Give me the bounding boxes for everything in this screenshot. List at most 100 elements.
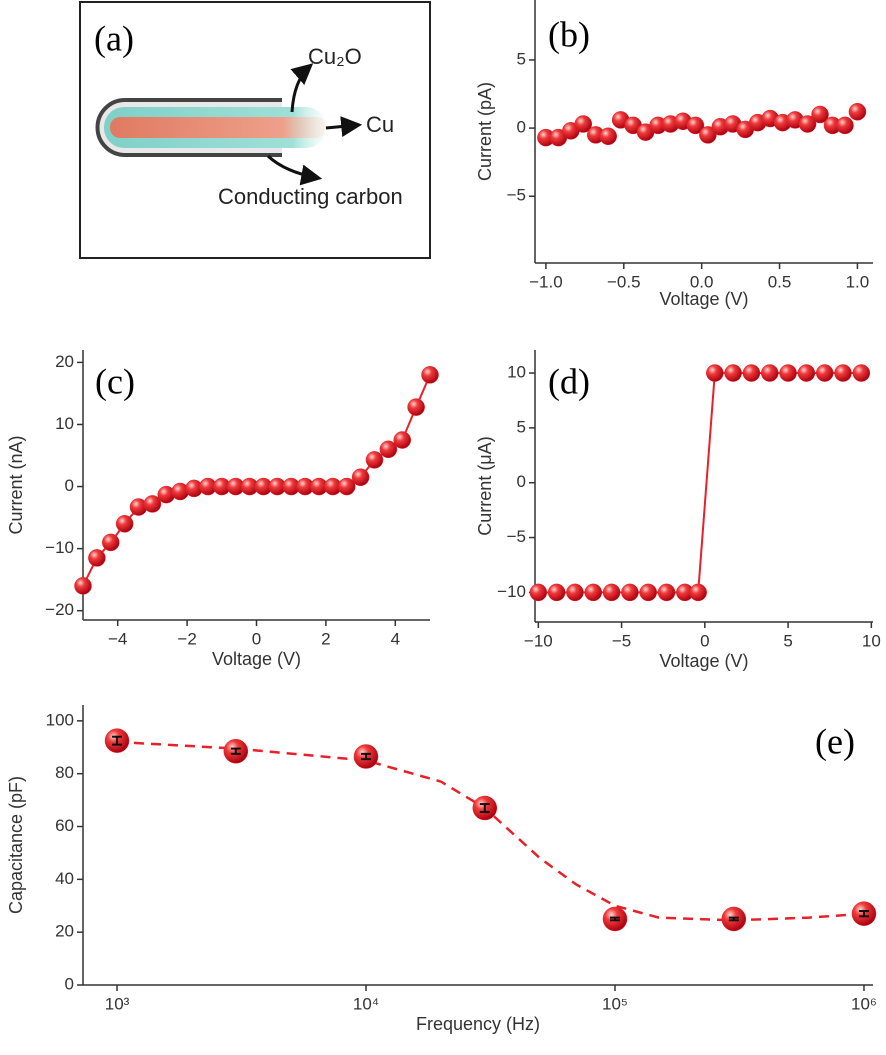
data-point (798, 115, 817, 133)
data-point (337, 477, 356, 496)
arrow (290, 63, 314, 113)
y-tick-label: 100 (46, 710, 74, 729)
data-point (547, 583, 566, 602)
y-tick-label: −20 (45, 600, 74, 619)
y-tick-label: 0 (517, 472, 526, 491)
data-point (529, 583, 548, 602)
data-line (82, 374, 431, 587)
data-point (421, 366, 439, 384)
data-point (379, 440, 398, 459)
cu-core (110, 117, 326, 138)
label: Conducting carbon (218, 184, 403, 209)
label: Cu₂O (308, 44, 362, 69)
panel-label: (e) (815, 721, 855, 761)
data-point (811, 105, 829, 124)
data-point (761, 364, 779, 382)
data-point (848, 102, 867, 121)
data-point (599, 127, 617, 146)
x-tick-label: −5 (612, 631, 631, 650)
data-point (407, 398, 425, 416)
data-point (699, 126, 717, 144)
data-point (74, 577, 92, 595)
data-point (834, 364, 852, 382)
y-tick-label: −5 (507, 527, 526, 546)
y-axis-title: Current (pA) (475, 82, 495, 181)
data-point (686, 116, 705, 135)
error-bar (479, 803, 490, 813)
error-bar (609, 916, 620, 922)
data-point (621, 583, 639, 602)
x-tick-label: 10⁵ (602, 994, 628, 1013)
error-bar (361, 752, 372, 761)
x-tick-label: 10 (862, 631, 881, 650)
data-point (566, 583, 584, 602)
data-point (115, 515, 134, 533)
x-tick-label: 1.0 (846, 272, 870, 291)
data-point (365, 451, 384, 469)
x-tick-label: 5 (783, 631, 792, 650)
y-tick-label: 60 (55, 816, 74, 835)
chart: 0 20 40 60 80 100 10³ 10⁴ 10⁵ 10⁶ Frequency (Hz) Ca… (6, 705, 877, 1034)
y-tick-label: 5 (517, 417, 526, 436)
x-axis-title: Voltage (V) (212, 649, 301, 669)
y-tick-label: −10 (497, 582, 526, 601)
y-tick-label: 5 (517, 49, 526, 68)
data-point (143, 495, 162, 513)
x-tick-label: −4 (108, 629, 127, 648)
y-tick-label: 0 (65, 974, 74, 993)
y-tick-label: 0 (65, 476, 74, 495)
y-tick-label: 0 (517, 118, 526, 137)
data-point (742, 364, 761, 382)
data-line (538, 372, 862, 594)
x-tick-label: 2 (321, 629, 330, 648)
x-tick-label: 0.0 (690, 272, 714, 291)
x-tick-label: 0.5 (768, 272, 792, 291)
x-tick-label: 4 (391, 629, 400, 648)
data-point (574, 115, 593, 133)
data-point (393, 431, 411, 449)
fit-line (116, 740, 865, 922)
x-tick-label: 0 (252, 629, 261, 648)
arrow (266, 154, 323, 186)
y-tick-label: 10 (55, 414, 74, 433)
data-point (584, 583, 603, 602)
panel-label: (c) (95, 361, 135, 401)
data-point (724, 364, 742, 382)
data-point (706, 364, 724, 382)
data-point (815, 364, 834, 382)
data-point (88, 549, 106, 567)
data-point (102, 533, 120, 552)
y-tick-label: 10 (507, 363, 526, 382)
x-tick-label: −2 (177, 629, 196, 648)
error-bar (112, 735, 123, 746)
data-point (689, 583, 707, 602)
y-tick-label: −5 (507, 186, 526, 205)
y-axis-title: Current (nA) (6, 435, 26, 534)
x-tick-label: −1.0 (529, 272, 563, 291)
y-tick-label: 20 (55, 352, 74, 371)
y-tick-label: 80 (55, 763, 74, 782)
x-axis-title: Voltage (V) (659, 651, 748, 671)
y-axis-title: Capacitance (pF) (6, 776, 26, 914)
label: Cu (366, 112, 394, 137)
panel-label: (b) (548, 14, 590, 54)
data-point (779, 364, 797, 382)
x-tick-label: 0 (700, 631, 709, 650)
error-bar (858, 910, 869, 918)
x-tick-label: −10 (524, 631, 553, 650)
error-bar (728, 916, 739, 922)
data-point (602, 583, 621, 602)
y-tick-label: 40 (55, 869, 74, 888)
y-axis-title: Current (μA) (475, 436, 495, 535)
y-tick-label: 20 (55, 922, 74, 941)
y-tick-label: −10 (45, 538, 74, 557)
x-tick-label: −0.5 (607, 272, 641, 291)
data-point (351, 468, 370, 486)
x-tick-label: 10⁶ (851, 994, 877, 1013)
panel-label: (a) (94, 18, 134, 58)
data-point (657, 583, 676, 602)
schematic: (a) Cu₂O Cu Conducting carbon (79, 1, 431, 259)
